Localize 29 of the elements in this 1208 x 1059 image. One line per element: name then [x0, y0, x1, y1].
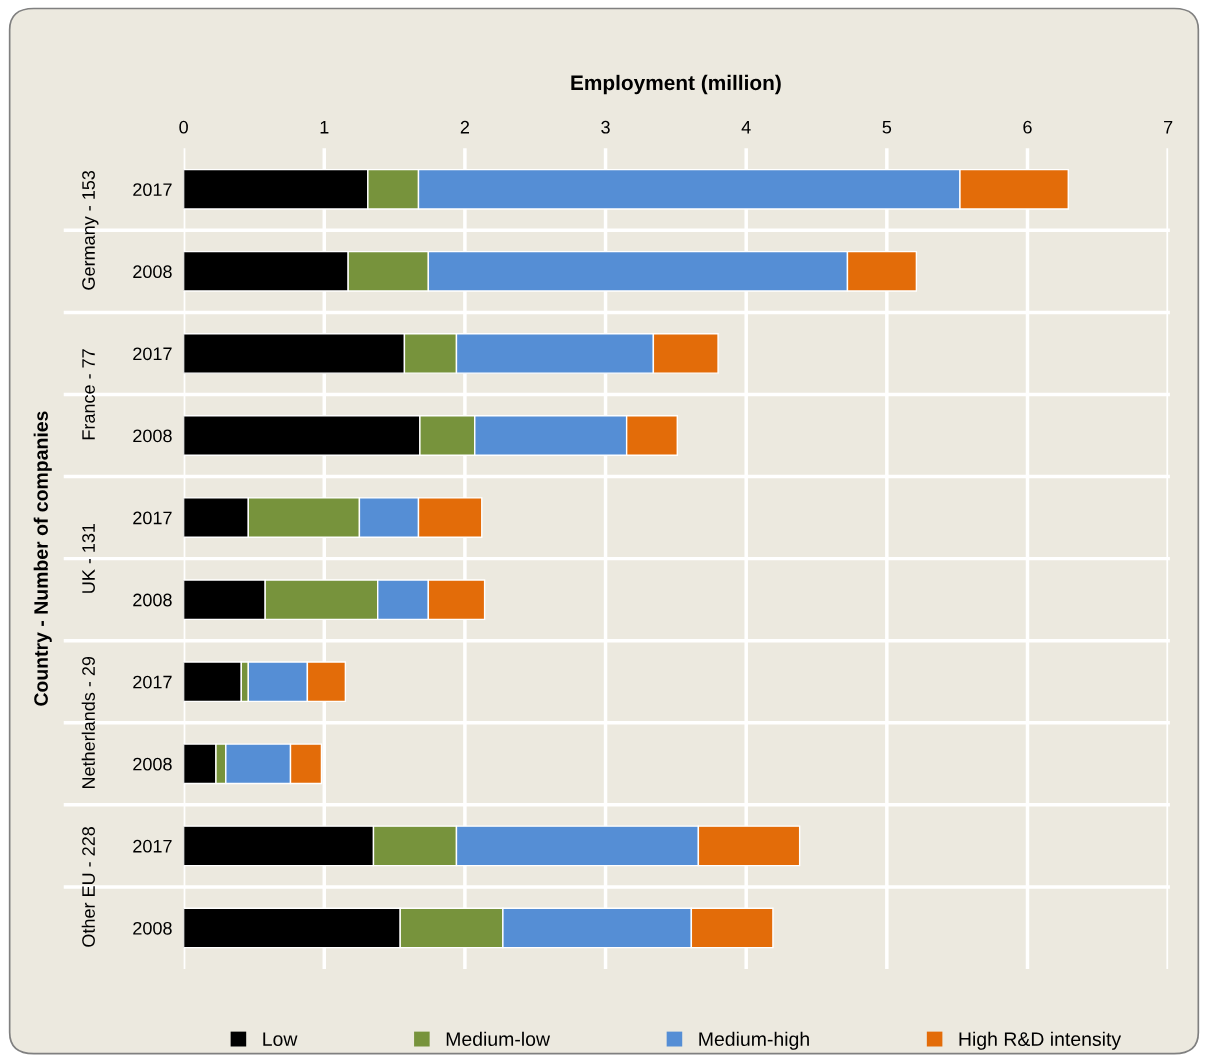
x-tick-label: 7 [1164, 120, 1173, 134]
x-tick-label: 1 [320, 120, 329, 134]
x-tick-label: 2 [460, 120, 470, 134]
x-tick-label: 4 [741, 120, 751, 134]
y-tick-label: 2017 [133, 183, 172, 197]
y-tick-label: 2008 [133, 265, 172, 279]
x-tick-label: 5 [882, 120, 892, 134]
legend-label: Medium-high [699, 1031, 809, 1050]
x-tick-label: 6 [1023, 120, 1032, 134]
x-tick-label: 0 [179, 120, 188, 134]
text: Netherlands - 29 [81, 656, 95, 789]
y-tick-label: 2008 [133, 921, 172, 935]
y-tick-label: 2008 [133, 429, 172, 443]
legend-label: Medium-low [446, 1031, 551, 1047]
text: Other EU - 228 [81, 826, 95, 947]
y-tick-label: 2008 [133, 757, 172, 771]
y-tick-label: 2017 [133, 511, 172, 525]
x-tick-label: 3 [601, 120, 610, 134]
y-tick-label: 2017 [133, 675, 172, 689]
text: Germany - 153 [82, 170, 99, 290]
legend-label: High R&D intensity [959, 1031, 1122, 1050]
chart-title: Employment (million) [571, 74, 781, 95]
y-tick-label: 2008 [133, 593, 172, 607]
text: France - 77 [82, 349, 95, 440]
legend-label: Low [263, 1032, 298, 1047]
y-tick-label: 2017 [133, 839, 172, 853]
y-tick-label: 2017 [133, 347, 172, 361]
y-axis-title: Country - Number of companies [33, 411, 52, 706]
text: UK - 131 [82, 523, 95, 593]
